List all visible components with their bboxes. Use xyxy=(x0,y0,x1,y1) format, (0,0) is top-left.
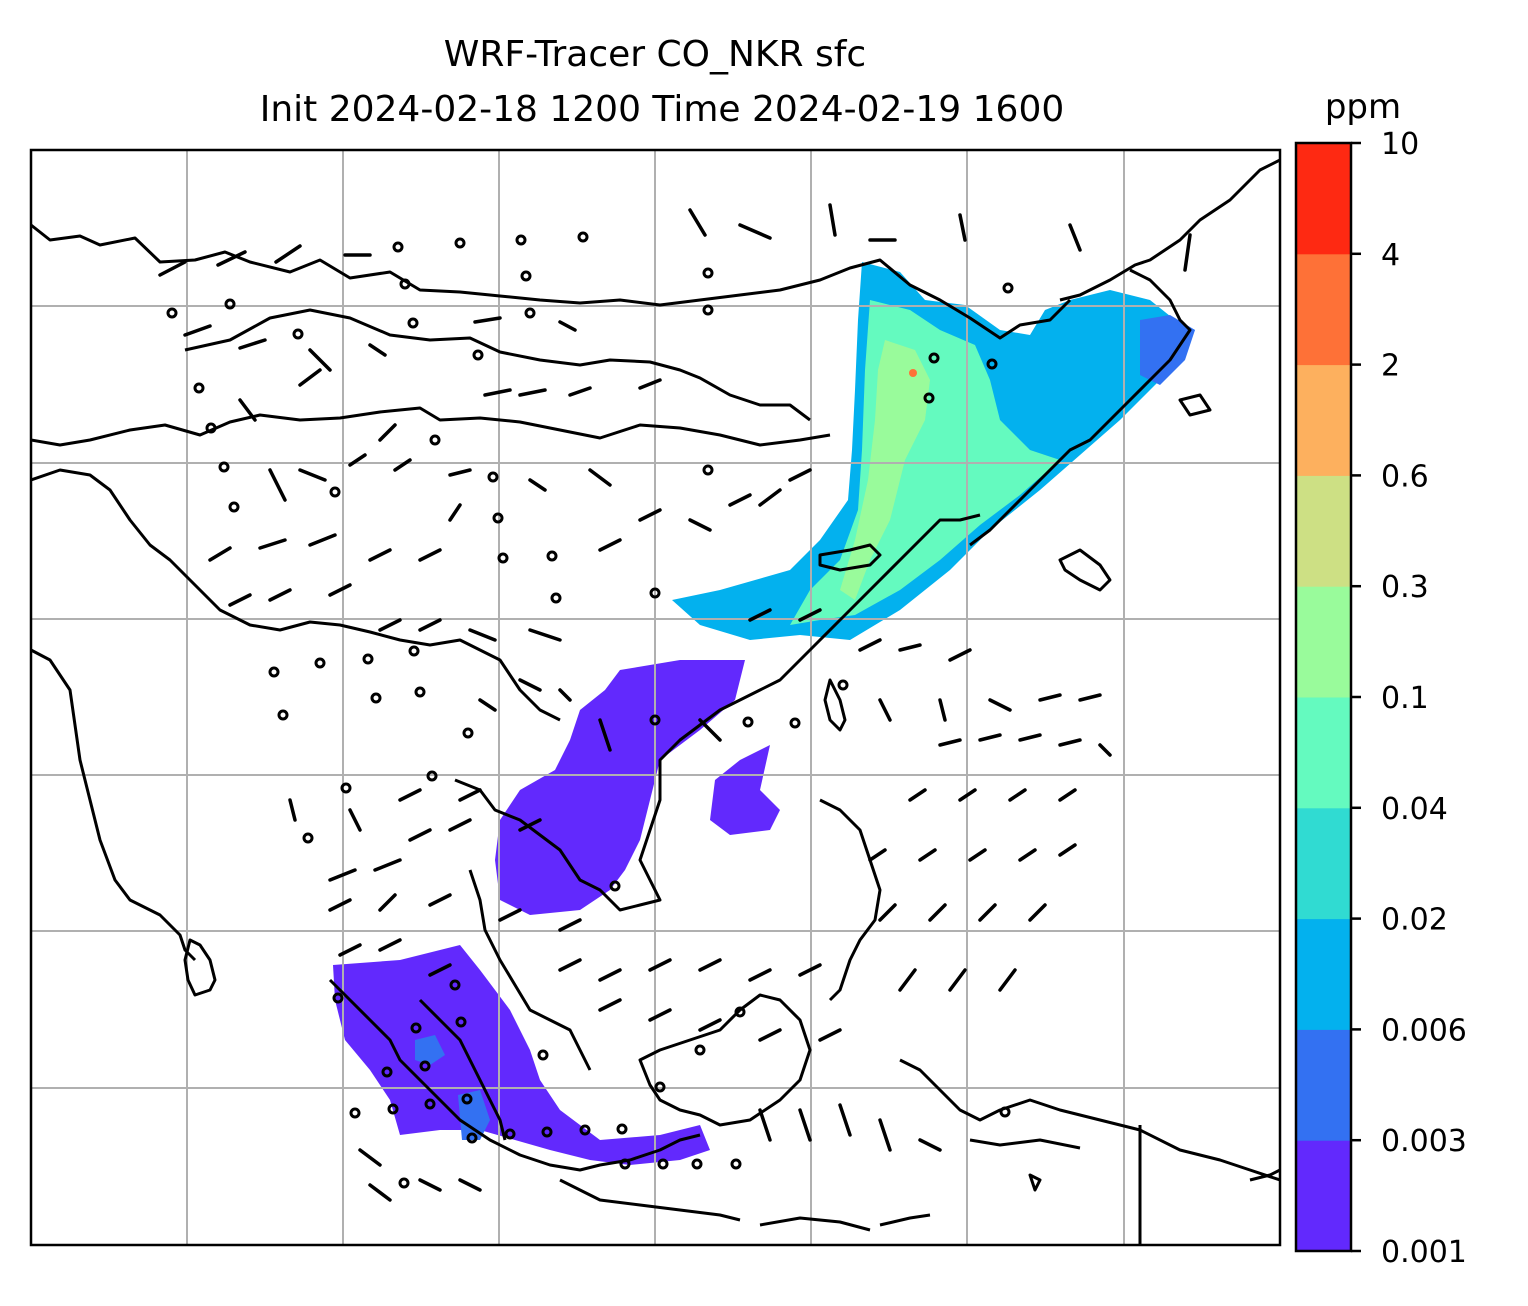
colorbar-segment xyxy=(1296,697,1351,809)
colorbar-segment xyxy=(1296,918,1351,1030)
colorbar: ppm 0.001 0.003 0.006 0.02 0.04 0.1 0.3 0.6 2 4 10 xyxy=(1294,87,1467,1270)
colorbar-segment xyxy=(1296,807,1351,920)
colorbar-tick-label: 10 xyxy=(1381,127,1419,162)
colorbar-tick-label: 0.006 xyxy=(1381,1013,1467,1048)
plume-sumatra xyxy=(333,945,710,1165)
colorbar-segment xyxy=(1296,253,1351,366)
colorbar-tick-label: 0.001 xyxy=(1381,1235,1467,1270)
colorbar-ticks: 0.001 0.003 0.006 0.02 0.04 0.1 0.3 0.6 2 4 10 xyxy=(1351,127,1467,1270)
colorbar-tick-label: 0.04 xyxy=(1381,792,1448,827)
colorbar-tick-label: 0.003 xyxy=(1381,1124,1467,1159)
plume-indochina xyxy=(495,660,745,915)
colorbar-segments xyxy=(1296,143,1351,1252)
colorbar-segment xyxy=(1296,586,1351,698)
colorbar-tick-label: 0.3 xyxy=(1381,570,1429,605)
map-frame xyxy=(29,148,1282,1247)
plume-hainan-luzon xyxy=(710,745,780,835)
title-line-1: WRF-Tracer CO_NKR sfc xyxy=(444,34,866,75)
plume-hotspot xyxy=(909,369,917,377)
colorbar-tick-label: 2 xyxy=(1381,349,1400,384)
plume-japan xyxy=(1140,315,1195,385)
colorbar-segment xyxy=(1296,1140,1351,1252)
title-line-2: Init 2024-02-18 1200 Time 2024-02-19 160… xyxy=(260,89,1065,130)
colorbar-tick-label: 4 xyxy=(1381,238,1400,273)
colorbar-segment xyxy=(1296,364,1351,476)
colorbar-tick-label: 0.1 xyxy=(1381,681,1429,716)
co-concentration-field xyxy=(333,262,1195,1165)
colorbar-tick-label: 0.6 xyxy=(1381,459,1429,494)
colorbar-segment xyxy=(1296,475,1351,587)
colorbar-tick-label: 0.02 xyxy=(1381,903,1448,938)
colorbar-segment xyxy=(1296,1029,1351,1141)
colorbar-segment xyxy=(1296,143,1351,255)
plume-sumatra-inner xyxy=(415,1035,445,1065)
plume-northeast-core xyxy=(840,340,930,600)
wind-barbs xyxy=(158,203,1192,1202)
gridlines xyxy=(31,150,1280,1245)
coastlines xyxy=(31,158,1280,1245)
calm-wind-markers xyxy=(166,231,1014,1189)
colorbar-unit: ppm xyxy=(1325,87,1401,127)
map-panel xyxy=(29,148,1282,1247)
